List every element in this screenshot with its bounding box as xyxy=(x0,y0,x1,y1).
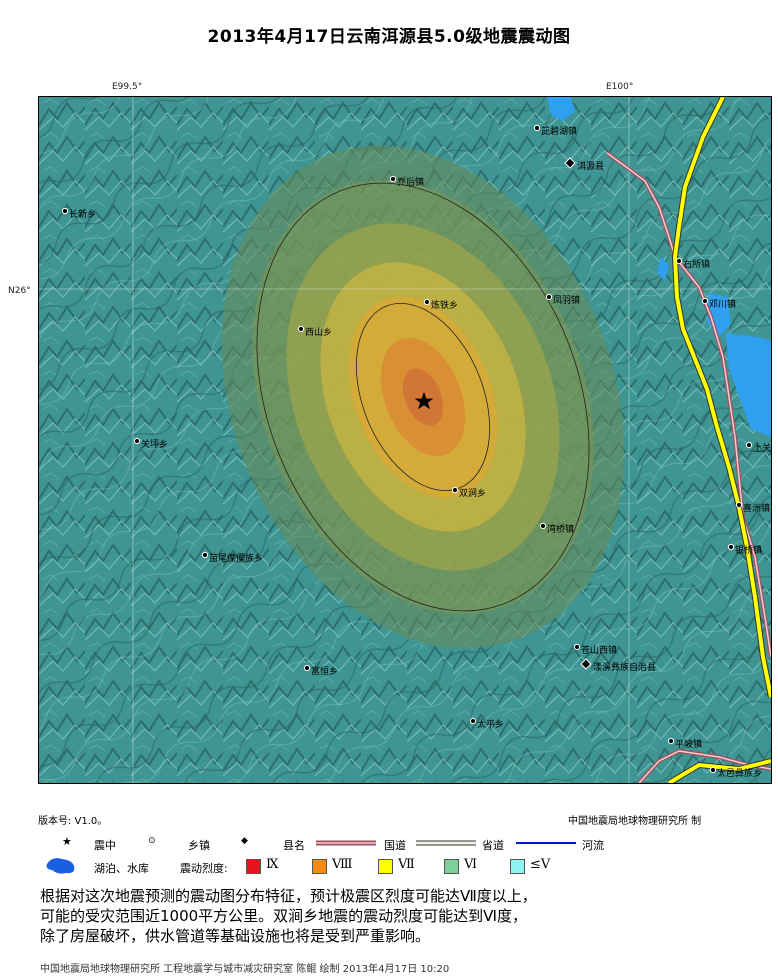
legend-river-line xyxy=(516,842,576,844)
legend-epicenter-icon: ★ xyxy=(62,835,72,848)
legend-county-icon: ◆ xyxy=(241,836,248,846)
town-marker-zhaozhou xyxy=(745,441,753,449)
lon-right-label: E100° xyxy=(606,82,634,92)
legend-lake-icon xyxy=(46,858,75,874)
version-label: 版本号: V1.0。 xyxy=(38,816,108,827)
description: 根据对这次地震预测的震动图分布特征，预计极震区烈度可能达Ⅶ度以上， 可能的受灾范… xyxy=(40,886,760,946)
place-pinghe: 银桥镇 xyxy=(735,546,763,556)
town-marker-qiaohou xyxy=(389,175,397,183)
place-taiping: 太平乡 xyxy=(477,720,505,730)
town-marker-xiaguan_x xyxy=(667,737,675,745)
place-shuangjian: 双涧乡 xyxy=(459,489,487,499)
legend-provincial-road-line xyxy=(416,840,476,846)
description-line-3: 除了房屋破坏，供水管道等基础设施也将是受到严重影响。 xyxy=(40,927,431,945)
description-line-2: 可能的受灾范围近1000平方公里。双涧乡地震的震动烈度可能达到Ⅵ度， xyxy=(40,907,528,925)
legend-intensity-v-swatch xyxy=(510,859,525,874)
town-marker-youso xyxy=(675,257,683,265)
town-marker-xiaguan xyxy=(709,766,717,774)
town-marker-fuheng xyxy=(303,664,311,672)
place-haidong: 喜洲镇 xyxy=(743,504,771,514)
description-line-1: 根据对这次地震预测的震动图分布特征，预计极震区烈度可能达Ⅶ度以上， xyxy=(40,887,537,905)
town-marker-xitie xyxy=(423,298,431,306)
town-marker-tenglong xyxy=(533,124,541,132)
town-marker-yangbi_x xyxy=(573,643,581,651)
legend-county: 县名 xyxy=(283,839,305,852)
legend-intensity-viii: Ⅷ xyxy=(332,857,353,872)
place-qiaohou: 乔后镇 xyxy=(397,178,425,188)
legend-lake: 湖泊、水库 xyxy=(94,862,149,875)
place-fengyu: 凤羽镇 xyxy=(553,296,581,306)
town-marker-taiping xyxy=(469,717,477,725)
lake-small-1 xyxy=(657,257,669,281)
legend-intensity-vi: Ⅵ xyxy=(464,857,478,872)
legend-national-road-line xyxy=(316,840,376,846)
town-marker-haidong xyxy=(735,501,743,509)
town-marker-jiuhe xyxy=(201,551,209,559)
footer-credit: 中国地震局地球物理研究所 工程地震学与城市减灾研究室 陈鲲 绘制 2013年4月… xyxy=(40,964,450,975)
legend-national-road: 国道 xyxy=(384,839,406,852)
legend-intensity-vii: Ⅶ xyxy=(398,857,415,872)
legend-town: 乡镇 xyxy=(188,839,210,852)
place-xishan: 西山乡 xyxy=(305,328,333,338)
place-yangbi-x: 苍山西镇 xyxy=(581,646,618,656)
place-changxin: 长新乡 xyxy=(69,210,97,220)
place-tianping: 关坪乡 xyxy=(141,440,169,450)
town-marker-fengyu xyxy=(545,293,553,301)
legend-intensity-ix-swatch xyxy=(246,859,261,874)
place-jiuhe: 苗尾傈僳族乡 xyxy=(209,554,264,564)
place-tenglong: 茈碧湖镇 xyxy=(541,127,578,137)
national-road-inner xyxy=(606,152,771,658)
place-xiaguan-x: 平坡镇 xyxy=(675,740,703,750)
county-marker-yangbi xyxy=(580,658,592,670)
lake-erhai xyxy=(725,333,771,437)
town-marker-yinqiao xyxy=(539,522,547,530)
legend-town-icon: ⊙ xyxy=(148,836,156,846)
place-eryuan: 洱源县 xyxy=(577,162,605,172)
place-yangbi: 漾濞彝族自治县 xyxy=(593,663,657,673)
legend-provincial-road: 省道 xyxy=(482,839,504,852)
legend-intensity-vii-swatch xyxy=(378,859,393,874)
highway-south xyxy=(667,759,771,783)
highway xyxy=(672,97,771,698)
legend-intensity-vi-swatch xyxy=(444,859,459,874)
legend-intensity-label: 震动烈度: xyxy=(180,862,228,875)
place-fuheng: 富恒乡 xyxy=(311,667,339,677)
place-sanchuan: 邓川镇 xyxy=(709,300,737,310)
maker-label: 中国地震局地球物理研究所 制 xyxy=(568,816,702,827)
legend-river: 河流 xyxy=(582,839,604,852)
lake-cibi xyxy=(547,97,575,121)
lat-label: N26° xyxy=(8,286,31,296)
place-markers xyxy=(61,124,753,774)
place-zhaozhou: 上关 xyxy=(753,444,772,454)
place-xitie: 炼铁乡 xyxy=(431,301,459,311)
map-title: 2013年4月17日云南洱源县5.0级地震震动图 xyxy=(207,27,571,47)
legend-intensity-v: ≤Ⅴ xyxy=(530,857,551,872)
map-graphics xyxy=(39,97,771,783)
legend-intensity-viii-swatch xyxy=(312,859,327,874)
town-marker-changxin xyxy=(61,207,69,215)
town-marker-tianping xyxy=(133,437,141,445)
legend-epicenter: 震中 xyxy=(94,839,116,852)
legend-intensity-ix: Ⅸ xyxy=(266,857,279,872)
town-marker-xishan xyxy=(297,325,305,333)
lon-left-label: E99.5° xyxy=(112,82,143,92)
contour-vii xyxy=(355,302,491,492)
place-xiaguan: 太邑彝族乡 xyxy=(717,769,763,779)
place-youso: 右所镇 xyxy=(683,260,711,270)
town-marker-sanchuan xyxy=(701,297,709,305)
shakemap[interactable]: 茈碧湖镇 洱源县 乔后镇 长新乡 右所镇 炼铁乡 凤羽镇 邓川镇 西山乡 上关 … xyxy=(38,96,772,784)
place-yinqiao: 湾桥镇 xyxy=(547,525,575,535)
town-marker-pinghe xyxy=(727,543,735,551)
town-marker-shuangjian xyxy=(451,486,459,494)
county-marker-eryuan xyxy=(564,157,576,169)
epicenter-star xyxy=(414,392,434,410)
